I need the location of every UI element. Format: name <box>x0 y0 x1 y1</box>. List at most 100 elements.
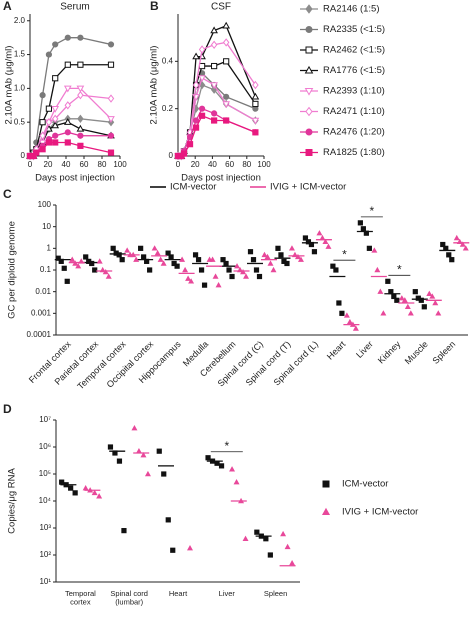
x-tick-label: 20 <box>44 160 53 169</box>
marker <box>343 312 350 318</box>
x-tick-label: 40 <box>208 160 217 169</box>
x-tick-label: Muscle <box>403 339 430 366</box>
marker <box>210 26 218 34</box>
y-tick-label: 0.1 <box>40 265 52 274</box>
marker <box>210 82 218 90</box>
y-tick-label: 10⁶ <box>39 442 51 451</box>
marker <box>170 547 176 553</box>
marker <box>76 124 85 132</box>
y-tick-label: 10⁵ <box>39 469 51 478</box>
marker <box>288 245 295 251</box>
marker <box>96 493 103 499</box>
legend-label: IVIG + ICM-vector <box>270 182 346 193</box>
marker <box>63 85 72 93</box>
marker <box>209 256 216 262</box>
y-tick-label: 0.5 <box>14 117 26 126</box>
y-tick-label: 10³ <box>39 523 51 532</box>
marker <box>316 230 323 236</box>
marker <box>188 278 195 284</box>
marker <box>330 263 336 269</box>
x-tick-label: Spleen <box>430 339 457 366</box>
marker <box>107 94 115 103</box>
marker <box>102 268 109 275</box>
x-tick-label: 0 <box>28 160 33 169</box>
marker <box>133 256 140 262</box>
marker <box>64 34 71 41</box>
marker <box>39 146 46 153</box>
marker <box>412 289 418 295</box>
x-tick-label: 0 <box>176 160 181 169</box>
marker <box>284 543 291 550</box>
chart-title: CSF <box>211 2 231 13</box>
y-tick-label: 100 <box>38 200 52 209</box>
marker <box>223 117 230 124</box>
marker <box>284 260 290 267</box>
marker <box>165 250 171 256</box>
marker <box>165 517 171 523</box>
panel-label: C <box>3 187 12 201</box>
marker <box>443 245 449 251</box>
marker <box>254 529 260 535</box>
marker <box>121 528 127 534</box>
marker <box>77 61 84 68</box>
marker <box>86 258 92 264</box>
marker <box>107 116 115 123</box>
y-tick-label: 2.0 <box>14 16 26 25</box>
y-tick-label: 1.0 <box>14 83 26 92</box>
marker <box>261 251 268 258</box>
marker <box>52 41 59 48</box>
marker <box>198 45 206 54</box>
marker <box>180 150 188 157</box>
marker <box>89 260 95 267</box>
significance-label: * <box>224 439 229 453</box>
marker <box>366 245 372 251</box>
panel-label: D <box>3 402 12 416</box>
x-tick-label: Liver <box>354 339 375 360</box>
panel-label: A <box>3 0 12 13</box>
marker <box>305 46 313 54</box>
marker <box>63 118 72 125</box>
marker <box>251 117 260 125</box>
marker <box>77 34 84 41</box>
marker <box>182 266 189 273</box>
marker <box>289 560 296 566</box>
marker <box>58 258 64 264</box>
marker <box>211 62 218 70</box>
marker <box>252 129 259 136</box>
marker <box>360 226 366 232</box>
significance-label: * <box>397 263 402 277</box>
marker <box>205 455 211 461</box>
marker <box>346 318 353 325</box>
x-tick-label: 100 <box>113 160 127 169</box>
y-axis-label: 2.10A mAb (μg/ml) <box>149 46 160 125</box>
legend-label: RA2476 (1:20) <box>323 127 385 138</box>
marker <box>305 26 313 33</box>
marker <box>297 256 304 262</box>
marker <box>195 257 202 263</box>
marker <box>308 241 315 248</box>
marker <box>156 448 162 454</box>
marker <box>105 273 112 279</box>
marker <box>64 129 71 136</box>
y-tick-label: 0.001 <box>31 308 52 317</box>
marker <box>234 263 241 269</box>
legend-label: RA1776 (<1:5) <box>323 65 385 76</box>
marker <box>218 463 225 469</box>
marker <box>415 295 421 301</box>
marker <box>223 260 229 267</box>
marker <box>435 310 442 316</box>
x-tick-label: Kidney <box>376 339 403 366</box>
marker <box>462 245 469 251</box>
x-tick-label: 80 <box>242 160 251 169</box>
marker <box>161 471 167 477</box>
marker <box>377 288 384 294</box>
marker <box>322 238 329 245</box>
marker <box>92 267 98 273</box>
marker <box>243 273 250 279</box>
marker <box>421 304 427 310</box>
marker <box>242 535 249 541</box>
marker <box>116 252 122 258</box>
marker <box>223 58 230 65</box>
y-tick-label: 1.5 <box>14 50 26 59</box>
marker <box>211 110 218 117</box>
